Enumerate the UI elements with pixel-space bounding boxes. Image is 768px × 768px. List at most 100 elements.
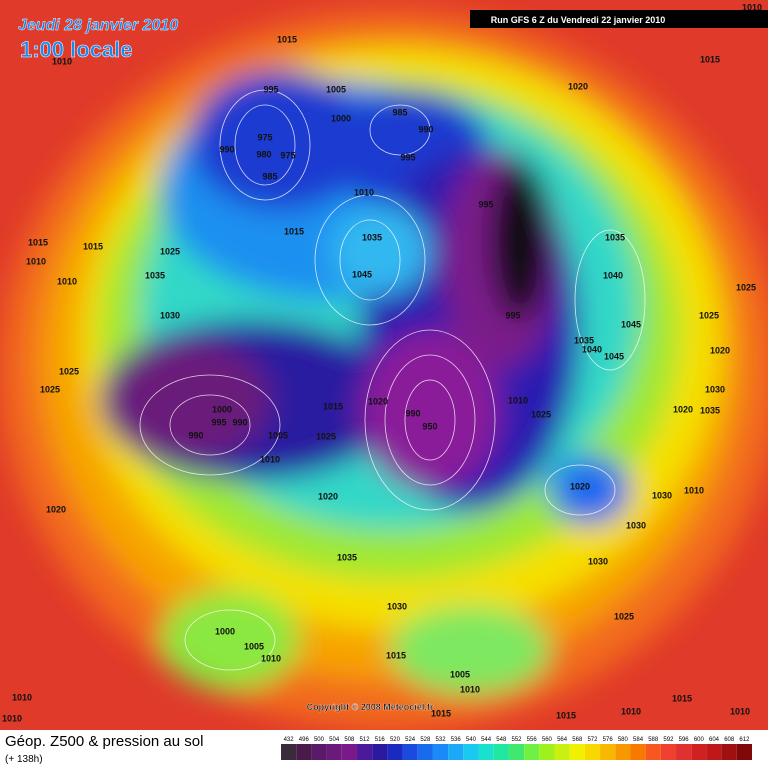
pressure-label: 985 [262, 171, 277, 181]
color-swatch [448, 744, 464, 760]
pressure-label: 1025 [531, 409, 551, 419]
pressure-label: 1000 [331, 113, 351, 123]
pressure-label: 1010 [261, 653, 281, 663]
color-swatch [311, 744, 327, 760]
pressure-label: 1010 [742, 2, 762, 12]
pressure-label: 1010 [26, 256, 46, 266]
pressure-label: 1025 [59, 366, 79, 376]
color-swatch [691, 744, 707, 760]
run-info: Run GFS 6 Z du Vendredi 22 janvier 2010 [491, 15, 666, 25]
color-swatch [281, 744, 297, 760]
color-swatch [372, 744, 388, 760]
pressure-label: 1045 [604, 351, 624, 361]
color-swatch [736, 744, 752, 760]
pressure-label: 980 [256, 149, 271, 159]
pressure-label: 990 [418, 124, 433, 134]
colorbar-label: 500 [314, 737, 325, 743]
pressure-label: 1010 [460, 684, 480, 694]
pressure-label: 995 [400, 152, 415, 162]
color-swatch [493, 744, 509, 760]
pressure-label: 1020 [46, 504, 66, 514]
colorbar-label: 504 [329, 737, 340, 743]
pressure-label: 1015 [28, 237, 48, 247]
pressure-label: 1030 [626, 520, 646, 530]
pressure-label: 1045 [621, 319, 641, 329]
pressure-label: 990 [188, 430, 203, 440]
pressure-label: 1015 [700, 54, 720, 64]
colorbar-label: 592 [663, 737, 674, 743]
colorbar-label: 524 [405, 737, 416, 743]
footer-title: Géop. Z500 & pression au sol [5, 733, 203, 750]
pressure-label: 1020 [368, 396, 388, 406]
pressure-label: 1030 [705, 384, 725, 394]
colorbar-label: 512 [360, 737, 371, 743]
color-swatch [615, 744, 631, 760]
pressure-label: 1025 [40, 384, 60, 394]
pressure-label: 1040 [603, 270, 623, 280]
color-swatch [554, 744, 570, 760]
pressure-label: 990 [219, 144, 234, 154]
color-swatch [296, 744, 312, 760]
color-swatch [341, 744, 357, 760]
pressure-label: 1025 [614, 611, 634, 621]
colorbar-label: 608 [724, 737, 735, 743]
pressure-label: 1020 [673, 404, 693, 414]
pressure-label: 990 [232, 417, 247, 427]
pressure-label: 1010 [621, 706, 641, 716]
color-swatch [584, 744, 601, 760]
color-swatch [721, 744, 737, 760]
colorbar-label: 556 [527, 737, 538, 743]
color-swatch [326, 744, 342, 760]
forecast-date: Jeudi 28 janvier 2010 [18, 17, 178, 34]
isobars [139, 89, 646, 671]
pressure-label: 1025 [699, 310, 719, 320]
copyright: Copyright © 2008 Meteociel.fr [307, 702, 434, 712]
pressure-label: 1015 [284, 226, 304, 236]
colorbar-label: 516 [375, 737, 386, 743]
color-swatch [463, 744, 479, 760]
pressure-label: 1025 [736, 282, 756, 292]
color-swatch [508, 744, 525, 760]
pressure-label: 1035 [605, 232, 625, 242]
footer-lead: (+ 138h) [5, 754, 43, 765]
colorbar-label: 612 [739, 737, 750, 743]
height-field [0, 0, 768, 730]
pressure-label: 1035 [574, 335, 594, 345]
pressure-label: 1035 [337, 552, 357, 562]
colorbar-label: 532 [436, 737, 447, 743]
color-swatch [630, 744, 646, 760]
color-swatch [569, 744, 585, 760]
pressure-label: 1010 [260, 454, 280, 464]
colorbar-label: 604 [709, 737, 720, 743]
colorbar-label: 528 [420, 737, 431, 743]
pressure-label: 1005 [244, 641, 264, 651]
color-swatch [417, 744, 433, 760]
run-box [470, 10, 768, 28]
pressure-label: 1005 [326, 84, 346, 94]
colorbar-label: 540 [466, 737, 477, 743]
colorbar-label: 544 [481, 737, 492, 743]
pressure-label: 1015 [386, 650, 406, 660]
colorbar-label: 580 [618, 737, 629, 743]
pressure-label: 1010 [2, 713, 22, 723]
pressure-label: 1010 [57, 276, 77, 286]
pressure-label: 1040 [582, 344, 602, 354]
pressure-label: 1035 [362, 232, 382, 242]
pressure-label: 1045 [352, 269, 372, 279]
colorbar-label: 600 [694, 737, 705, 743]
pressure-label: 1025 [160, 246, 180, 256]
colorbar-label: 496 [299, 737, 310, 743]
colorbar-label: 548 [496, 737, 507, 743]
colorbar-label: 508 [344, 737, 355, 743]
color-swatch [524, 744, 540, 760]
pressure-label: 995 [505, 310, 520, 320]
pressure-label: 1035 [700, 405, 720, 415]
pressure-label: 1005 [450, 669, 470, 679]
pressure-label: 995 [263, 84, 278, 94]
color-swatch [539, 744, 555, 760]
pressure-label: 1030 [387, 601, 407, 611]
colorbar-label: 588 [648, 737, 659, 743]
